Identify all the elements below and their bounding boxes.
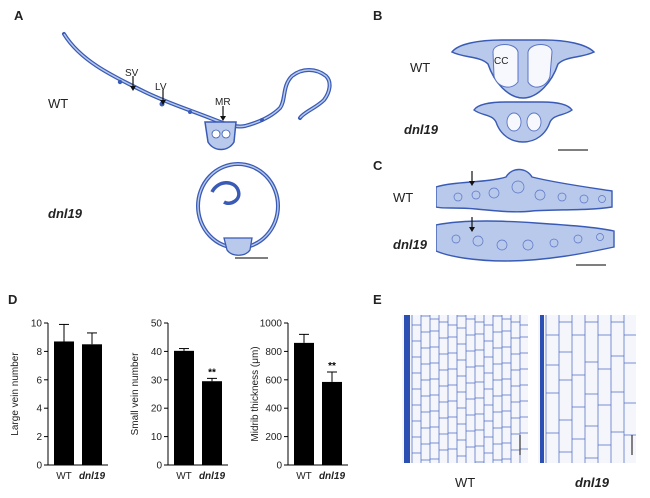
panel-c-mutant-label: dnl19 [393, 237, 427, 252]
y-tick-label: 0 [276, 461, 282, 472]
panel-a-micrograph [62, 32, 332, 259]
panel-c-micrograph [436, 168, 615, 266]
y-axis-label: Midrib thickness (μm) [250, 346, 261, 441]
panel-a-letter: A [14, 8, 24, 23]
panel-e-micrograph [402, 315, 636, 463]
bar [294, 342, 314, 465]
significance-marker: ** [208, 367, 216, 378]
x-tick-label: WT [176, 471, 192, 482]
y-tick-label: 0 [36, 461, 42, 472]
panel-b-mutant-label: dnl19 [404, 122, 438, 137]
chart-small-vein: 0 10 20 30 40 50 Small vein number WT ** dnl19 [130, 319, 228, 482]
y-tick-label: 6 [36, 375, 42, 386]
y-tick-label: 4 [36, 404, 42, 415]
bar [174, 350, 194, 465]
wt-midrib [204, 121, 237, 151]
panel-c-wt-label: WT [393, 190, 414, 205]
y-tick-label: 800 [265, 347, 282, 358]
y-tick-label: 10 [31, 319, 43, 330]
annotation-sv: SV [125, 68, 139, 79]
x-tick-label: dnl19 [79, 471, 106, 482]
chart-large-vein: 0 2 4 6 8 10 Large vein number WT dnl19 [10, 319, 108, 482]
bar [54, 341, 74, 465]
y-tick-label: 400 [265, 404, 282, 415]
x-tick-label: WT [296, 471, 312, 482]
x-tick-label: dnl19 [199, 471, 226, 482]
annotation-lv: LV [155, 82, 167, 93]
y-tick-label: 50 [151, 319, 163, 330]
chart-midrib-thickness: 0 200 400 600 800 1000 Midrib thickness (μm) WT… [250, 319, 348, 482]
y-tick-label: 10 [151, 432, 163, 443]
y-tick-label: 2 [36, 432, 42, 443]
x-tick-label: dnl19 [319, 471, 346, 482]
y-tick-label: 8 [36, 347, 42, 358]
bar [202, 381, 222, 465]
panel-e-wt-label: WT [455, 475, 476, 490]
panel-b-micrograph [450, 39, 596, 151]
y-tick-label: 1000 [260, 319, 283, 330]
panel-e-mutant-label: dnl19 [575, 475, 609, 490]
y-tick-label: 40 [151, 347, 163, 358]
y-axis-label: Small vein number [130, 352, 141, 435]
bar [82, 344, 102, 465]
annotation-cc: CC [494, 56, 509, 67]
y-tick-label: 30 [151, 375, 163, 386]
panel-c-letter: C [373, 158, 383, 173]
y-tick-label: 200 [265, 432, 282, 443]
y-tick-label: 20 [151, 404, 163, 415]
annotation-mr: MR [215, 97, 231, 108]
y-axis-label: Large vein number [10, 352, 21, 436]
y-tick-label: 0 [156, 461, 162, 472]
panel-d-letter: D [8, 292, 18, 307]
panel-a-mutant-label: dnl19 [48, 206, 82, 221]
significance-marker: ** [328, 361, 336, 372]
panel-d-charts: 0 2 4 6 8 10 Large vein number WT dnl19 0 10 20 30 4… [10, 319, 348, 482]
y-tick-label: 600 [265, 375, 282, 386]
panel-b-letter: B [373, 8, 383, 23]
bar [322, 381, 342, 465]
panel-a-wt-label: WT [48, 96, 69, 111]
x-tick-label: WT [56, 471, 72, 482]
panel-b-wt-label: WT [410, 60, 431, 75]
panel-e-letter: E [373, 292, 382, 307]
